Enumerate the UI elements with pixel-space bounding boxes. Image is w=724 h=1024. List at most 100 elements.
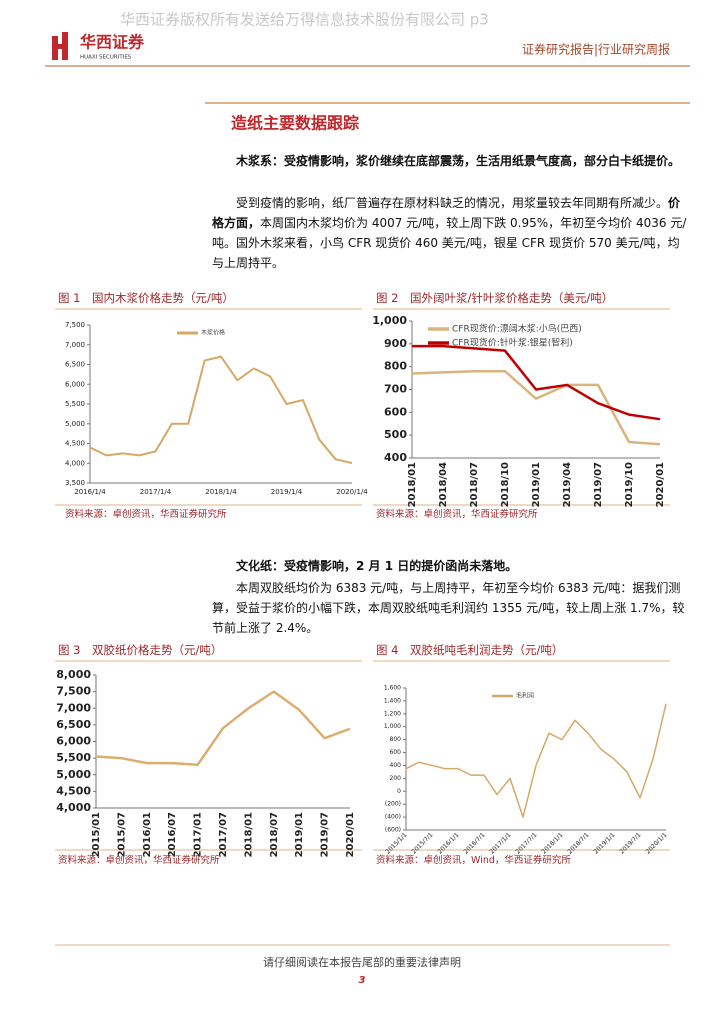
x-tick-label: 2017/01 — [193, 812, 204, 857]
y-tick-label: 6,500 — [65, 361, 85, 369]
y-tick-label: 7,500 — [65, 321, 85, 329]
y-tick-label: 6,500 — [56, 718, 91, 731]
y-tick-label: 700 — [384, 383, 407, 396]
series-line — [89, 355, 353, 464]
x-tick-label: 2018/07 — [269, 812, 280, 857]
y-tick-label: 800 — [390, 736, 402, 743]
logo-mark — [56, 44, 66, 49]
x-tick-label: 2015/01 — [91, 812, 102, 857]
y-tick-label: 4,500 — [56, 784, 91, 797]
logo-name: 华西证券 — [80, 33, 145, 52]
x-tick-label: 2020/01 — [655, 462, 666, 507]
paragraph: 受到疫情的影响，纸厂普遍存在原材料缺乏的情况，用浆量较去年同期有所减少。价格方面… — [212, 193, 690, 273]
logo-mark — [52, 36, 58, 60]
y-tick-label: 500 — [384, 428, 407, 441]
y-tick-label: 200 — [390, 775, 402, 782]
watermark: 华西证券版权所有发送给万得信息技术股份有限公司 p3 — [120, 11, 489, 29]
y-tick-label: 600 — [390, 749, 402, 756]
y-tick-label: 5,000 — [65, 420, 85, 428]
x-tick-label: 2018/01 — [407, 462, 418, 507]
y-tick-label: 400 — [384, 451, 407, 464]
figure-source: 资料来源：卓创资讯，华西证券研究所 — [58, 855, 220, 866]
x-tick-label: 2020/1/4 — [336, 488, 368, 496]
figure-caption: 图 1 国内木浆价格走势（元/吨） — [58, 291, 234, 305]
text: 受到疫情的影响，纸厂普遍存在原材料缺乏的情况，用浆量较去年同期有所减少。 — [236, 196, 669, 210]
y-tick-label: 900 — [384, 337, 407, 350]
y-tick-label: 6,000 — [56, 735, 91, 748]
series-line — [95, 690, 351, 767]
y-tick-label: (200) — [385, 801, 401, 808]
x-tick-label: 2019/1/1 — [592, 831, 616, 855]
x-tick-label: 2018/01 — [243, 812, 254, 857]
figure-caption: 图 4 双胶纸吨毛利润走势（元/吨） — [376, 643, 564, 657]
x-tick-label: 2019/01 — [294, 812, 305, 857]
paragraph: 本周双胶纸均价为 6383 元/吨，与上周持平，年初至今均价 6383 元/吨：… — [212, 578, 690, 638]
figure-caption: 图 3 双胶纸价格走势（元/吨） — [58, 643, 223, 657]
x-tick-label: 2016/01 — [142, 812, 153, 857]
paragraph: 木浆系：受疫情影响，浆价继续在底部震荡，生活用纸景气度高，部分白卡纸提价。 — [212, 151, 690, 171]
text: 本周双胶纸均价为 6383 元/吨，与上周持平，年初至今均价 6383 元/吨：… — [212, 581, 685, 635]
y-tick-label: 4,000 — [56, 801, 91, 814]
report-type: 证券研究报告|行业研究周报 — [522, 42, 670, 57]
chart: 3,500 4,000 4,500 5,000 5,500 6,000 6,500 7,000… — [65, 321, 368, 496]
x-tick-label: 2019/01 — [531, 462, 542, 507]
y-tick-label: 600 — [384, 405, 407, 418]
chart: (600) (400) (200) 0 200 400 600 800 1,000 1,200 1,… — [384, 685, 669, 856]
x-tick-label: 2016/1/4 — [74, 488, 106, 496]
logo-en: HUAXI SECURITIES — [80, 55, 132, 61]
y-tick-label: 7,500 — [56, 685, 91, 698]
section-title: 造纸主要数据跟踪 — [231, 114, 359, 133]
y-tick-label: 7,000 — [56, 701, 91, 714]
y-tick-label: 1,200 — [384, 710, 401, 717]
figure-caption: 图 2 国外阔叶浆/针叶浆价格走势（美元/吨） — [376, 291, 614, 305]
legend-label: 毛利润 — [516, 692, 534, 700]
y-tick-label: 5,500 — [65, 400, 85, 408]
x-tick-label: 2017/1/4 — [140, 488, 172, 496]
figure-source: 资料来源：卓创资讯，华西证券研究所 — [65, 509, 227, 520]
page-number: 3 — [359, 975, 366, 986]
series-line — [411, 369, 661, 446]
y-tick-label: 400 — [390, 762, 402, 769]
x-tick-label: 2019/07 — [320, 812, 331, 857]
x-tick-label: 2016/07 — [167, 812, 178, 857]
y-tick-label: (600) — [385, 827, 401, 834]
y-tick-label: 8,000 — [56, 668, 91, 681]
figure-source: 资料来源：卓创资讯，华西证券研究所 — [376, 509, 538, 520]
y-tick-label: 5,000 — [56, 768, 91, 781]
chart: 4,000 4,500 5,000 5,500 6,000 6,500 7,000 7,500… — [56, 668, 356, 857]
y-tick-label: 4,000 — [65, 459, 85, 467]
x-tick-label: 2020/1/1 — [644, 831, 668, 855]
y-tick-label: 1,400 — [384, 697, 401, 704]
x-tick-label: 2019/7/1 — [618, 831, 642, 855]
x-tick-label: 2018/10 — [500, 462, 511, 507]
x-tick-label: 2019/04 — [562, 462, 573, 507]
x-tick-label: 2019/07 — [593, 462, 604, 507]
footer-notice: 请仔细阅读在本报告尾部的重要法律声明 — [263, 955, 461, 969]
y-tick-label: 6,000 — [65, 380, 85, 388]
legend-label: CFR现货价:漂阔木浆:小鸟(巴西) — [452, 323, 582, 335]
y-tick-label: 3,500 — [65, 479, 85, 487]
x-tick-label: 2020/01 — [345, 812, 356, 857]
y-tick-label: 4,500 — [65, 440, 85, 448]
text: 文化纸：受疫情影响，2 月 1 日的提价函尚未落地。 — [236, 559, 518, 573]
text: 价格方面， — [212, 196, 681, 230]
y-tick-label: 0 — [397, 788, 401, 795]
x-tick-label: 2018/1/4 — [205, 488, 237, 496]
x-tick-label: 2018/04 — [438, 462, 449, 507]
x-tick-label: 2019/1/4 — [271, 488, 303, 496]
text: 本周国内木浆均价为 4007 元/吨，较上周下跌 0.95%，年初至今均价 40… — [212, 216, 687, 270]
y-tick-label: 1,600 — [384, 685, 401, 692]
text: 木浆系：受疫情影响，浆价继续在底部震荡，生活用纸景气度高，部分白卡纸提价。 — [236, 154, 681, 168]
series-line — [412, 344, 661, 421]
legend-label: 木浆价格 — [201, 329, 225, 337]
y-tick-label: 800 — [384, 360, 407, 373]
y-tick-label: 7,000 — [65, 341, 85, 349]
x-tick-label: 2017/07 — [218, 812, 229, 857]
paragraph: 文化纸：受疫情影响，2 月 1 日的提价函尚未落地。 — [212, 556, 690, 576]
series-line — [405, 703, 667, 818]
x-tick-label: 2015/07 — [116, 812, 127, 857]
legend-label: CFR现货价:针叶浆:银星(智利) — [452, 337, 573, 349]
y-tick-label: 5,500 — [56, 751, 91, 764]
